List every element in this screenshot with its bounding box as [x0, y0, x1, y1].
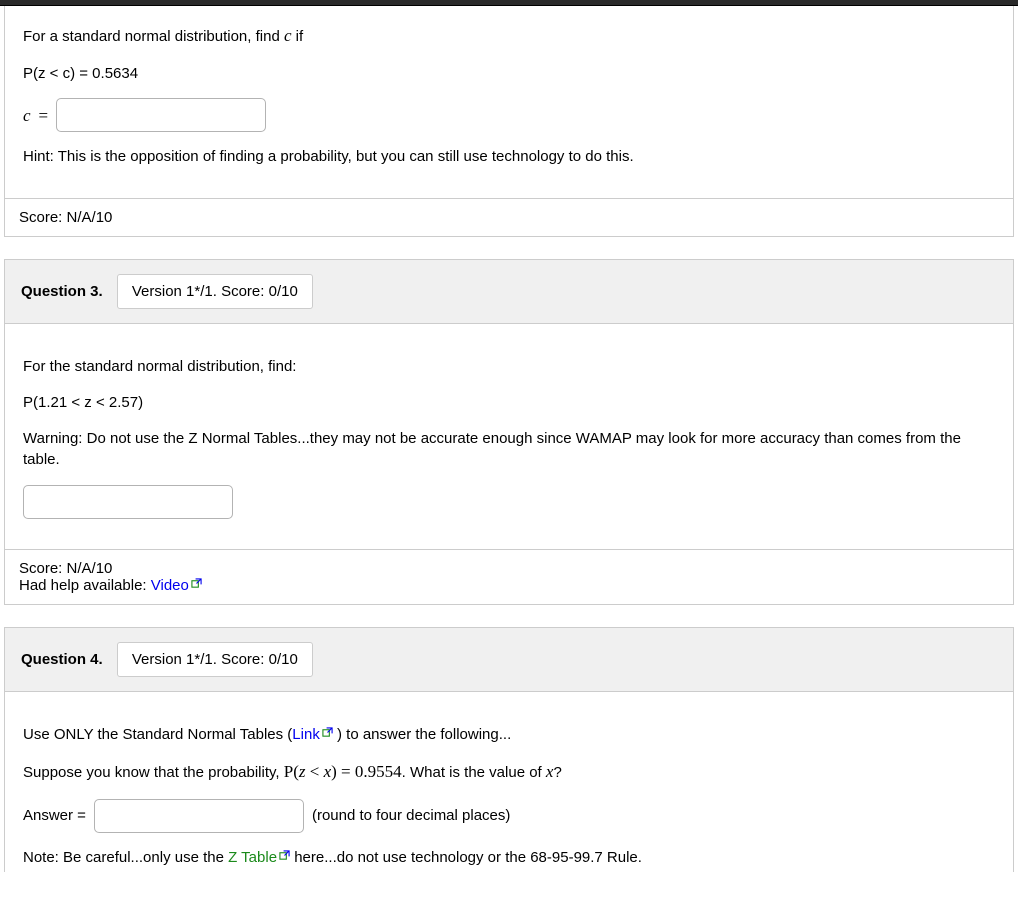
question-3-header: Question 3. Version 1*/1. Score: 0/10: [4, 259, 1014, 324]
q4-tables-link[interactable]: Link: [292, 726, 333, 743]
q3-answer-input[interactable]: [23, 485, 233, 519]
q4-note-pre: Note: Be careful...only use the: [23, 849, 228, 866]
q4-math-eq: =: [337, 762, 355, 781]
question-2-body: For a standard normal distribution, find…: [5, 6, 1013, 198]
q4-answer-input[interactable]: [94, 799, 304, 833]
q2-c-label: c: [23, 107, 31, 124]
q3-answer-row: [23, 485, 995, 519]
q2-probability-expr: P(z < c) = 0.5634: [23, 63, 995, 85]
q2-footer: Score: N/A/10: [5, 198, 1013, 236]
q2-eq: =: [39, 107, 49, 124]
q2-score: Score: N/A/10: [19, 209, 112, 226]
q2-var-c: c: [284, 26, 292, 45]
question-3-content: For the standard normal distribution, fi…: [4, 324, 1014, 605]
q2-prompt-pre: For a standard normal distribution, find: [23, 28, 284, 45]
q3-version-box[interactable]: Version 1*/1. Score: 0/10: [117, 274, 313, 309]
q4-label: Question 4.: [21, 651, 103, 668]
q2-prompt-post: if: [292, 28, 304, 45]
external-link-icon: [322, 727, 333, 738]
q3-help-row: Had help available: Video: [19, 577, 999, 594]
q4-use-line: Use ONLY the Standard Normal Tables (Lin…: [23, 724, 995, 746]
q4-suppose-mid: . What is the value of: [402, 764, 546, 781]
q3-score: Score: N/A/10: [19, 560, 999, 577]
question-4-header: Question 4. Version 1*/1. Score: 0/10: [4, 627, 1014, 692]
q4-ztable-label: Z Table: [228, 849, 277, 866]
q3-footer: Score: N/A/10 Had help available: Video: [5, 549, 1013, 604]
q4-answer-post: (round to four decimal places): [312, 805, 510, 827]
q2-answer-input[interactable]: [56, 98, 266, 132]
q4-version-box[interactable]: Version 1*/1. Score: 0/10: [117, 642, 313, 677]
q4-suppose-end: ?: [553, 764, 561, 781]
q4-math-val: 0.9554: [355, 762, 402, 781]
q4-answer-row: Answer = (round to four decimal places): [23, 799, 995, 833]
q3-prompt: For the standard normal distribution, fi…: [23, 356, 995, 378]
q3-video-label: Video: [151, 577, 189, 594]
q4-use-post: ) to answer the following...: [333, 726, 511, 743]
q4-answer-label: Answer =: [23, 805, 86, 827]
q4-suppose-line: Suppose you know that the probability, P…: [23, 760, 995, 785]
question-4-content: Use ONLY the Standard Normal Tables (Lin…: [4, 692, 1014, 872]
q2-answer-row: c =: [23, 98, 995, 132]
q4-note-post: here...do not use technology or the 68-9…: [290, 849, 642, 866]
q4-suppose-pre: Suppose you know that the probability,: [23, 764, 284, 781]
q2-hint: Hint: This is the opposition of finding …: [23, 146, 995, 168]
q4-math-expr: P(z < x): [284, 762, 337, 781]
q3-video-link[interactable]: Video: [151, 577, 202, 594]
external-link-icon: [279, 850, 290, 861]
q2-prompt-line1: For a standard normal distribution, find…: [23, 24, 995, 49]
question-2-content: For a standard normal distribution, find…: [4, 6, 1014, 237]
q3-label: Question 3.: [21, 283, 103, 300]
question-3-body: For the standard normal distribution, fi…: [5, 324, 1013, 549]
q4-link-label: Link: [292, 726, 320, 743]
q4-use-pre: Use ONLY the Standard Normal Tables (: [23, 726, 292, 743]
external-link-icon: [191, 578, 202, 589]
q3-probability-expr: P(1.21 < z < 2.57): [23, 392, 995, 414]
q3-help-pre: Had help available:: [19, 577, 151, 594]
q3-warning: Warning: Do not use the Z Normal Tables.…: [23, 428, 995, 472]
question-4-body: Use ONLY the Standard Normal Tables (Lin…: [5, 692, 1013, 872]
q4-note-line: Note: Be careful...only use the Z Table …: [23, 847, 995, 869]
q4-ztable-link[interactable]: Z Table: [228, 849, 290, 866]
